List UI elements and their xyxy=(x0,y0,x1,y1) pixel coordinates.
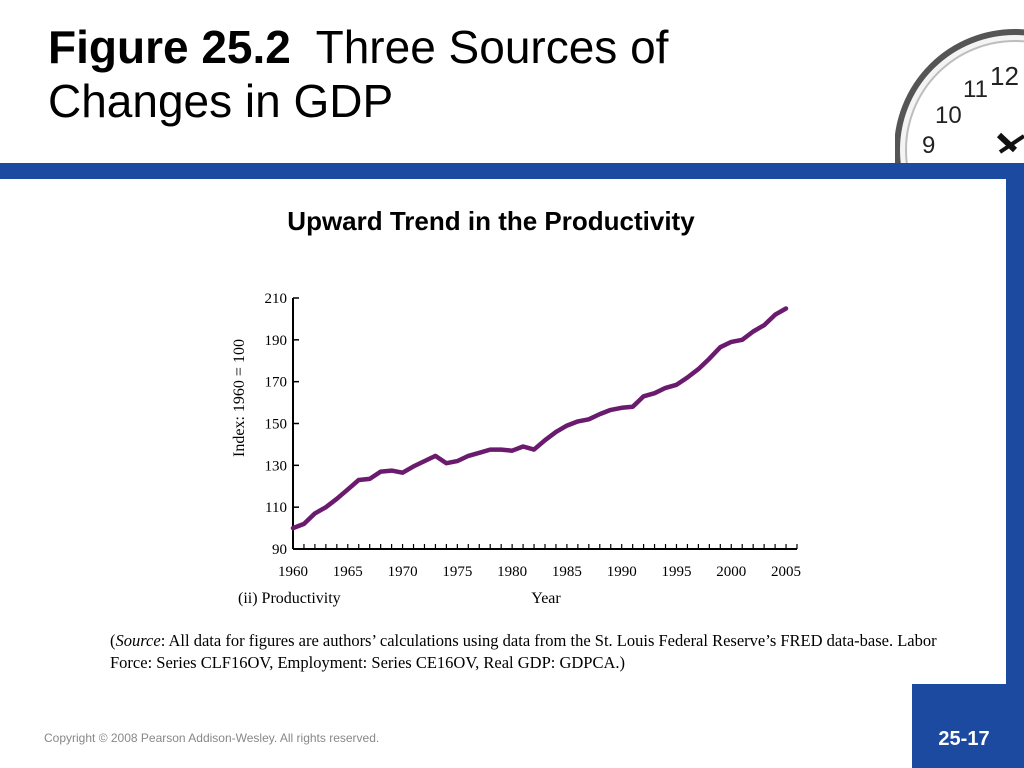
source-label: Source xyxy=(115,631,161,650)
page-number-box xyxy=(912,684,1024,768)
figure-number: Figure 25.2 xyxy=(48,21,291,73)
x-tick-label: 2005 xyxy=(771,564,801,580)
title-line-2: Changes in GDP xyxy=(48,75,394,127)
source-open-paren: ( xyxy=(110,631,116,650)
svg-text:9: 9 xyxy=(922,132,935,159)
x-tick-label: 1985 xyxy=(552,564,582,580)
y-tick-label: 170 xyxy=(265,375,288,391)
x-tick-label: 1995 xyxy=(661,564,691,580)
x-tick-label: 1975 xyxy=(442,564,472,580)
svg-text:11: 11 xyxy=(963,76,988,103)
clock-image: 12 11 10 9 xyxy=(895,20,1024,163)
y-tick-label: 210 xyxy=(265,291,288,307)
right-accent-bar xyxy=(1006,179,1024,684)
y-tick-label: 90 xyxy=(272,542,287,558)
panel-label: (ii) Productivity xyxy=(238,590,341,607)
x-tick-label: 1960 xyxy=(278,564,308,580)
chart-subtitle: Upward Trend in the Productivity xyxy=(287,206,695,236)
header-divider xyxy=(0,163,1024,179)
x-tick-label: 1980 xyxy=(497,564,527,580)
y-ticks: 90 110 130 150 170 190 210 xyxy=(265,291,299,558)
y-axis-label: Index: 1960 = 100 xyxy=(231,339,248,457)
chart-axes xyxy=(292,298,797,550)
x-tick-label: 1970 xyxy=(388,564,418,580)
clock-icon: 12 11 10 9 xyxy=(895,29,1024,163)
productivity-series-line xyxy=(290,306,789,531)
y-tick-label: 110 xyxy=(265,500,287,516)
x-tick-label: 1990 xyxy=(607,564,637,580)
source-note: (Source: All data for figures are author… xyxy=(110,630,950,674)
page-number: 25-17 xyxy=(938,728,990,750)
y-tick-label: 190 xyxy=(265,333,288,349)
source-text: : All data for figures are authors’ calc… xyxy=(110,631,937,672)
svg-text:12: 12 xyxy=(990,61,1019,91)
y-tick-label: 130 xyxy=(265,458,288,474)
slide-title: Figure 25.2 Three Sources of Changes in … xyxy=(48,20,868,128)
x-ticks: 1960 1965 1970 1975 1980 1985 1990 1995 2000 2005 xyxy=(278,544,801,580)
x-tick-label: 1965 xyxy=(333,564,363,580)
title-line-1: Three Sources of xyxy=(315,21,669,73)
y-tick-label: 150 xyxy=(265,417,288,433)
x-axis-label: Year xyxy=(531,590,561,607)
svg-text:10: 10 xyxy=(935,102,962,129)
x-tick-label: 2000 xyxy=(716,564,746,580)
copyright-text: Copyright © 2008 Pearson Addison-Wesley.… xyxy=(44,731,380,745)
